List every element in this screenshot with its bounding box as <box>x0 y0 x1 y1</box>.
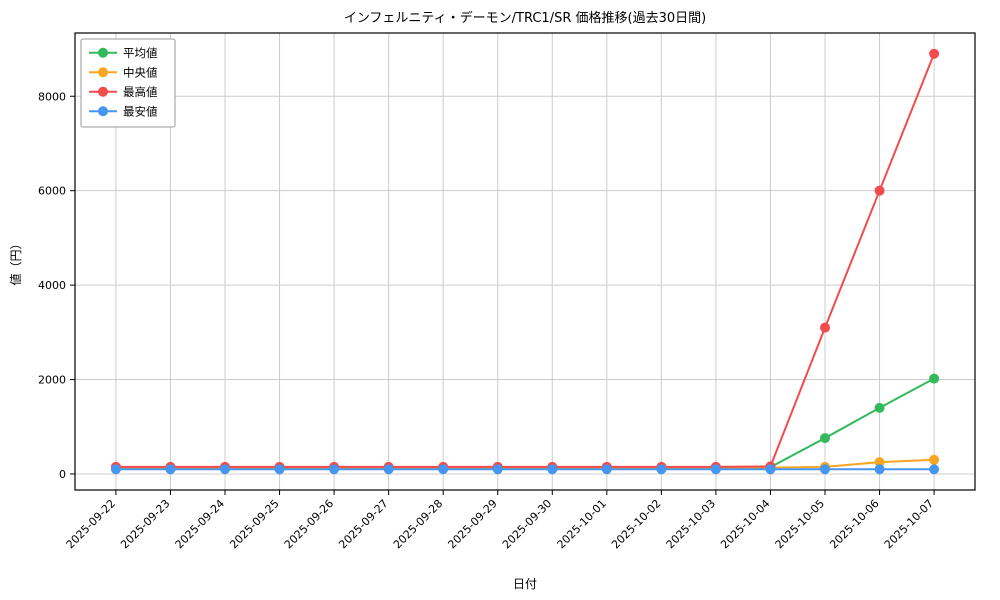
x-tick-label: 2025-09-29 <box>445 497 499 551</box>
y-axis: 0 2000 4000 6000 8000 <box>38 90 75 481</box>
x-tick-label: 2025-10-05 <box>773 497 827 551</box>
data-point <box>820 464 830 475</box>
legend-marker <box>98 47 108 58</box>
x-tick-label: 2025-09-28 <box>391 497 445 551</box>
y-tick-label: 6000 <box>38 185 66 198</box>
x-tick-label: 2025-10-03 <box>664 497 718 551</box>
data-point <box>874 185 885 196</box>
x-tick-label: 2025-10-02 <box>609 497 663 551</box>
data-point <box>656 464 667 475</box>
x-tick-label: 2025-10-04 <box>718 497 772 551</box>
data-point <box>601 464 612 475</box>
data-point <box>438 464 449 475</box>
data-point <box>874 464 885 475</box>
x-tick-label: 2025-09-27 <box>336 497 390 551</box>
y-tick-label: 8000 <box>38 90 66 103</box>
axes-frame <box>74 32 976 491</box>
x-tick-label: 2025-09-25 <box>227 497 281 551</box>
y-tick-label: 2000 <box>38 374 66 387</box>
x-tick-label: 2025-10-07 <box>882 497 936 551</box>
plot-area <box>75 33 975 490</box>
legend-label: 中央値 <box>123 65 158 79</box>
data-point <box>220 464 230 475</box>
data-point <box>929 48 940 59</box>
legend-marker <box>98 106 108 117</box>
data-point <box>929 373 940 384</box>
data-point <box>765 464 776 475</box>
legend-marker <box>98 86 108 97</box>
x-tick-label: 2025-09-22 <box>64 497 118 551</box>
legend-label: 平均値 <box>123 46 158 60</box>
data-point <box>383 464 394 475</box>
x-tick-label: 2025-09-26 <box>282 497 336 551</box>
legend-label: 最高値 <box>123 85 158 99</box>
y-tick-label: 0 <box>59 468 66 481</box>
data-point <box>165 464 176 475</box>
x-axis-label: 日付 <box>513 577 537 591</box>
series-line-2 <box>115 53 936 468</box>
y-tick-label: 4000 <box>38 279 66 292</box>
data-point <box>274 464 285 475</box>
x-tick-label: 2025-10-06 <box>827 497 881 551</box>
chart-title: インフェルニティ・デーモン/TRC1/SR 価格推移(過去30日間) <box>344 10 706 26</box>
data-point <box>929 454 940 465</box>
x-tick-label: 2025-09-23 <box>118 497 172 551</box>
data-point <box>492 464 503 475</box>
data-point <box>547 464 558 475</box>
series-3 <box>110 464 940 475</box>
data-point <box>874 402 885 413</box>
x-axis: 2025-09-22 2025-09-23 2025-09-24 2025-09-25… <box>64 490 936 551</box>
legend-marker <box>98 67 108 78</box>
x-tick-label: 2025-09-30 <box>500 497 554 551</box>
x-tick-label: 2025-10-01 <box>555 497 609 551</box>
data-point <box>929 464 940 475</box>
data-point <box>329 464 340 475</box>
data-point <box>110 464 121 475</box>
data-point <box>710 464 721 475</box>
data-point <box>820 433 830 444</box>
y-axis-label: 値（円） <box>8 237 23 285</box>
data-point <box>874 457 885 468</box>
legend-box <box>80 38 176 128</box>
data-point <box>820 322 830 333</box>
legend-label: 最安値 <box>123 104 158 118</box>
x-tick-label: 2025-09-24 <box>173 497 227 551</box>
